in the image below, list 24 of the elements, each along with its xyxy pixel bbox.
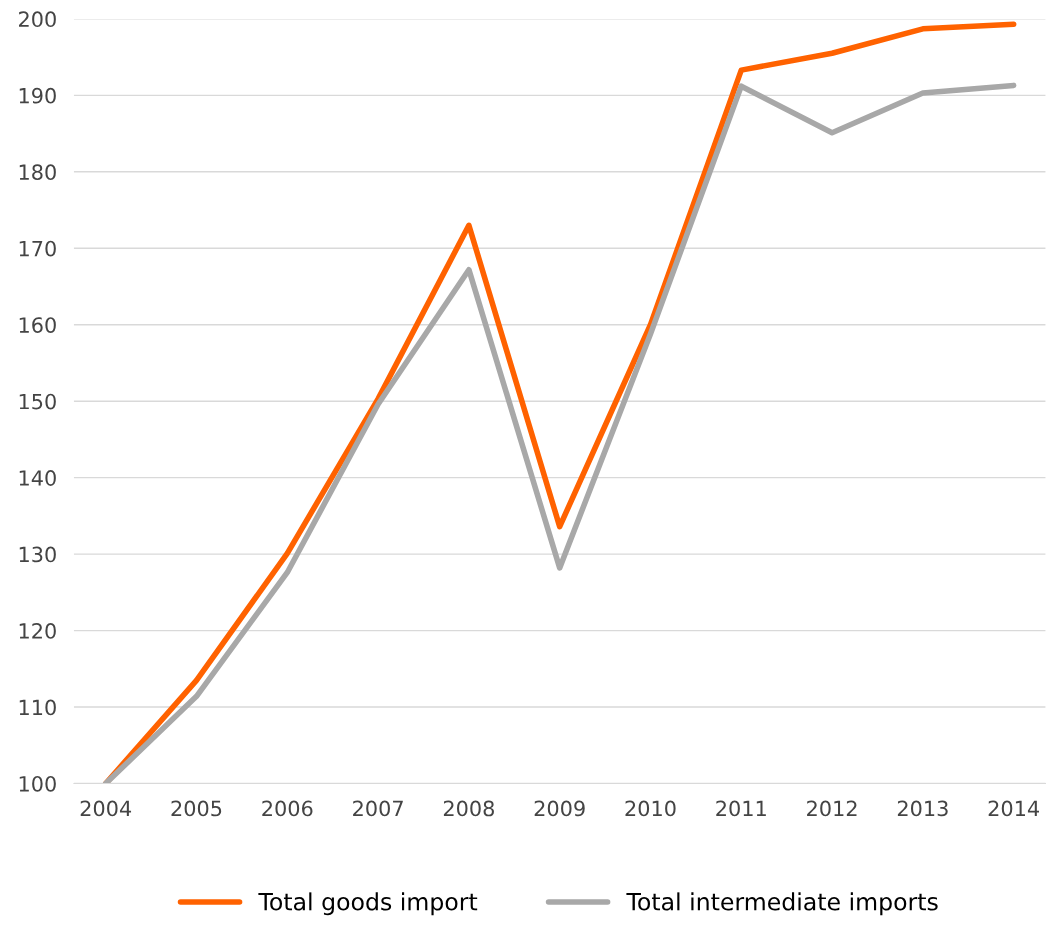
x-tick-label: 2014 bbox=[988, 800, 1039, 817]
y-tick-label: 170 bbox=[19, 240, 56, 257]
y-tick-label: 130 bbox=[19, 546, 56, 563]
x-tick-label: 2010 bbox=[625, 800, 676, 817]
legend-label: Total goods import bbox=[258, 892, 478, 916]
x-tick-label: 2011 bbox=[716, 800, 766, 817]
y-tick-label: 100 bbox=[19, 775, 56, 792]
y-tick-label: 110 bbox=[19, 699, 56, 716]
x-tick-label: 2013 bbox=[897, 800, 948, 817]
x-tick-label: 2006 bbox=[262, 800, 313, 817]
y-tick-label: 140 bbox=[19, 470, 56, 486]
y-tick-label: 190 bbox=[19, 87, 56, 104]
legend-label: Total intermediate imports bbox=[626, 892, 938, 916]
x-tick-label: 2005 bbox=[171, 800, 222, 817]
x-tick-label: 2004 bbox=[80, 800, 132, 817]
y-tick-label: 160 bbox=[19, 317, 56, 333]
x-tick-label: 2008 bbox=[443, 800, 494, 817]
x-tick-label: 2009 bbox=[534, 800, 585, 817]
y-tick-label: 180 bbox=[19, 164, 56, 181]
y-tick-label: 120 bbox=[19, 623, 56, 639]
y-tick-label: 200 bbox=[19, 11, 56, 28]
x-tick-label: 2007 bbox=[353, 800, 403, 817]
x-tick-label: 2012 bbox=[807, 800, 857, 817]
y-tick-label: 150 bbox=[19, 393, 56, 410]
